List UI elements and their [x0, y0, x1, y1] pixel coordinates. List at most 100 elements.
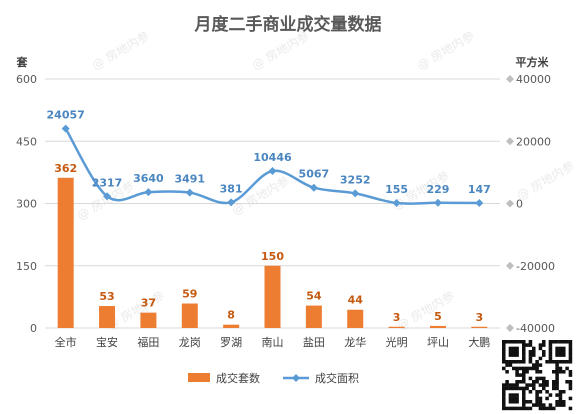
- qr-module: [555, 400, 559, 404]
- qr-module: [568, 346, 573, 351]
- bar: [388, 326, 405, 328]
- qr-module: [562, 390, 566, 394]
- qr-module: [502, 383, 506, 387]
- qr-module: [545, 380, 549, 384]
- qr-module: [508, 386, 513, 391]
- qr-module: [515, 396, 519, 401]
- qr-module: [522, 340, 526, 344]
- bar-data-label: 53: [99, 290, 114, 303]
- line-point: [61, 124, 70, 133]
- qr-module: [538, 376, 543, 381]
- left-tick-label: 600: [16, 73, 37, 86]
- legend-line-label: 成交面积: [315, 371, 359, 385]
- qr-module: [522, 393, 526, 397]
- qr-module: [568, 383, 573, 387]
- qr-module: [512, 383, 516, 387]
- qr-module: [522, 346, 526, 351]
- line-point: [185, 188, 194, 197]
- qr-module: [535, 366, 539, 371]
- qr-module: [555, 350, 559, 354]
- right-tick-marker: [506, 324, 514, 332]
- category-label: 福田: [137, 335, 159, 349]
- qr-module: [502, 406, 506, 411]
- qr-module: [528, 353, 533, 357]
- qr-module: [555, 376, 559, 381]
- watermark-text: @ 房地内参: [514, 158, 576, 203]
- qr-module: [538, 403, 543, 407]
- qr-module: [508, 360, 513, 364]
- qr-code: [502, 340, 573, 411]
- line-data-label: 24057: [47, 109, 85, 122]
- qr-module: [532, 403, 536, 407]
- qr-module: [558, 370, 563, 374]
- qr-module: [548, 346, 553, 351]
- qr-module: [502, 346, 506, 351]
- qr-module: [545, 360, 549, 364]
- chart-title: 月度二手商业成交量数据: [194, 14, 382, 35]
- qr-module: [538, 400, 543, 404]
- line-series: [61, 124, 484, 208]
- qr-module: [502, 343, 506, 347]
- qr-module: [555, 340, 559, 344]
- line-data-label: 155: [385, 183, 408, 196]
- qr-module: [568, 350, 573, 354]
- qr-module: [548, 353, 553, 357]
- qr-module: [568, 380, 573, 384]
- qr-module: [562, 370, 566, 374]
- qr-module: [558, 346, 563, 351]
- line-point: [351, 189, 360, 198]
- qr-module: [522, 373, 526, 377]
- qr-module: [522, 343, 526, 347]
- qr-module: [512, 360, 516, 364]
- right-tick-label: 0: [516, 198, 523, 211]
- qr-module: [538, 383, 543, 387]
- qr-module: [512, 366, 516, 371]
- qr-module: [555, 363, 559, 367]
- qr-module: [555, 393, 559, 397]
- qr-module: [505, 340, 509, 344]
- line-data-label: 3252: [340, 173, 371, 186]
- qr-module: [528, 400, 533, 404]
- bar: [471, 326, 488, 328]
- right-tick-label: -20000: [516, 260, 555, 273]
- qr-module: [505, 370, 509, 374]
- qr-module: [548, 360, 553, 364]
- qr-module: [555, 403, 559, 407]
- qr-module: [525, 406, 529, 411]
- bar: [264, 265, 281, 328]
- qr-module: [528, 360, 533, 364]
- qr-module: [515, 370, 519, 374]
- qr-module: [518, 373, 523, 377]
- qr-module: [515, 360, 519, 364]
- qr-module: [565, 380, 569, 384]
- qr-module: [515, 383, 519, 387]
- category-label: 龙华: [344, 335, 366, 349]
- qr-module: [502, 340, 506, 344]
- qr-module: [518, 386, 523, 391]
- qr-module: [542, 353, 546, 357]
- legend-line-marker: [292, 374, 300, 382]
- bar-data-label: 8: [227, 309, 235, 322]
- category-label: 宝安: [96, 335, 118, 349]
- left-tick-label: 150: [16, 260, 37, 273]
- qr-module: [518, 380, 523, 384]
- qr-module: [505, 380, 509, 384]
- qr-module: [532, 380, 536, 384]
- qr-module: [532, 386, 536, 391]
- qr-module: [548, 340, 553, 344]
- qr-module: [558, 350, 563, 354]
- category-label: 全市: [55, 335, 77, 349]
- bar-data-label: 3: [393, 311, 401, 324]
- qr-module: [528, 390, 533, 394]
- qr-module: [508, 383, 513, 387]
- qr-module: [502, 360, 506, 364]
- qr-module: [532, 366, 536, 371]
- qr-module: [512, 396, 516, 401]
- line-data-label: 147: [468, 183, 491, 196]
- qr-module: [562, 360, 566, 364]
- qr-module: [515, 393, 519, 397]
- right-tick-label: 20000: [516, 135, 551, 148]
- qr-module: [548, 403, 553, 407]
- qr-module: [532, 353, 536, 357]
- right-tick-label: 40000: [516, 73, 551, 86]
